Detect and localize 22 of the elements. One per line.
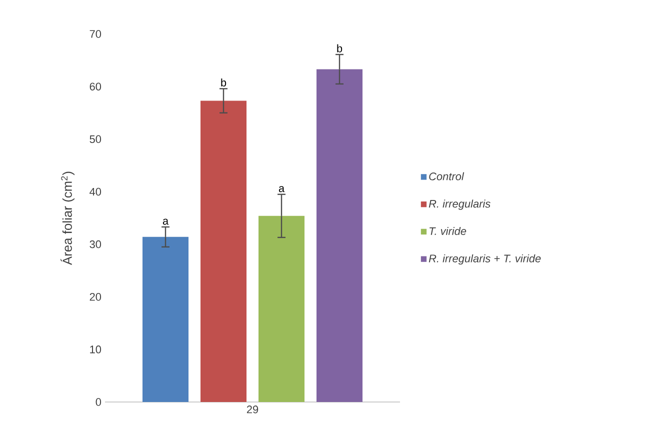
data-label: a [278, 186, 285, 192]
legend-label: R. irregularis + T. viride [428, 254, 541, 265]
legend-label: T. viride [430, 226, 466, 236]
legend-label: Control [429, 172, 464, 180]
y-tick-label: 10 [90, 346, 102, 354]
bar [142, 236, 189, 402]
y-tick-label: 20 [90, 292, 102, 301]
y-tick-label: 40 [90, 188, 102, 196]
data-label: a [162, 218, 169, 225]
y-tick-label: 50 [90, 135, 102, 144]
data-label: b [337, 44, 342, 52]
y-tick-label: 0 [96, 398, 102, 406]
bar [258, 216, 305, 402]
y-tick-label: 70 [90, 30, 102, 38]
data-label: b [221, 78, 226, 86]
y-tick-label: 60 [90, 82, 102, 90]
y-axis-title: Área foliar (cm$^{2}$) [60, 172, 74, 265]
y-tick-label: 30 [90, 240, 102, 248]
bar [200, 100, 247, 402]
x-tick-label: 29 [246, 406, 258, 414]
bar [316, 69, 363, 402]
legend-label: R. irregularis [428, 200, 490, 210]
